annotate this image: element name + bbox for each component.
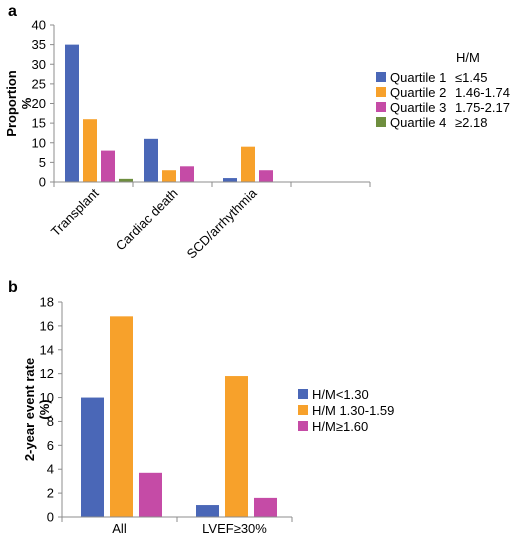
b-bar-s3-c2 (254, 497, 277, 517)
b-bar-s1-c1 (81, 397, 104, 517)
a-bar-s1-c1 (65, 44, 79, 182)
a-legend-label-3: Quartile 3 (390, 100, 446, 115)
chart-panel-b: b 0 2 4 6 8 10 12 14 16 18 All LVEF≥30% 2-year eve… (8, 279, 394, 536)
panel-b-legend: H/M<1.30H/M 1.30-1.59H/M≥1.60 (298, 387, 394, 434)
a-legend-range-4: ≥2.18 (455, 115, 487, 130)
b-bar-s2-c2 (225, 376, 248, 517)
panel-b-y-axis: 0 2 4 6 8 10 12 14 16 18 (40, 295, 63, 525)
a-legend-title: H/M (456, 50, 480, 65)
b-y-axis-title-line: 2-year event rate (22, 358, 37, 461)
a-y-tick-label: 20 (32, 96, 46, 111)
a-legend-label-2: Quartile 2 (390, 85, 446, 100)
panel-b-y-label: 2-year event rate(%) (22, 358, 52, 461)
a-x-tick-label: Transplant (48, 185, 102, 239)
b-bar-s1-c2 (196, 505, 219, 517)
panel-a-x-axis: Transplant Cardiac death SCD/arrhythmia (48, 181, 371, 262)
b-legend-swatch-2 (298, 405, 308, 415)
a-bar-s2-c2 (162, 170, 176, 182)
panel-a-y-axis: 0 5 10 15 20 25 30 35 40 (32, 18, 55, 190)
b-legend-swatch-3 (298, 421, 308, 431)
b-y-tick-label: 0 (47, 510, 54, 525)
panel-a-bars (65, 44, 273, 182)
a-y-tick-label: 25 (32, 76, 46, 91)
a-legend-range-3: 1.75-2.17 (455, 100, 510, 115)
panel-a-y-label: Proportion% (4, 70, 34, 136)
a-bar-s4-c1 (119, 178, 133, 182)
b-y-tick-label: 14 (40, 342, 54, 357)
b-x-tick-label: All (112, 521, 127, 536)
a-y-axis-title-line: Proportion (4, 70, 19, 136)
b-y-tick-label: 4 (47, 462, 54, 477)
b-y-axis-title: 2-year event rate(%) (22, 358, 52, 461)
panel-a-letter: a (8, 3, 17, 20)
b-bar-s3-c1 (139, 472, 162, 517)
a-bar-s1-c3 (223, 178, 237, 182)
a-y-axis-title-line: % (19, 97, 34, 109)
b-y-tick-label: 18 (40, 295, 54, 310)
a-bar-s1-c2 (144, 138, 158, 182)
a-bar-s3-c3 (259, 170, 273, 182)
a-legend-swatch-2 (376, 87, 386, 97)
b-y-tick-label: 8 (47, 414, 54, 429)
a-y-tick-label: 5 (39, 155, 46, 170)
b-legend-label-2: H/M 1.30-1.59 (312, 403, 394, 418)
b-legend-label-1: H/M<1.30 (312, 387, 369, 402)
a-legend-range-2: 1.46-1.74 (455, 85, 510, 100)
b-y-tick-label: 6 (47, 438, 54, 453)
a-y-tick-label: 30 (32, 57, 46, 72)
chart-panel-a: a 0 5 10 15 20 25 30 35 40 Transplant Cardiac dea… (4, 3, 510, 262)
b-x-tick-label: LVEF≥30% (202, 521, 267, 536)
a-y-tick-label: 15 (32, 116, 46, 131)
a-legend-swatch-4 (376, 117, 386, 127)
a-bar-s2-c1 (83, 119, 97, 182)
a-bar-s3-c2 (180, 166, 194, 182)
b-y-axis-title-line: (%) (37, 399, 52, 419)
a-bar-s3-c1 (101, 150, 115, 182)
a-legend-swatch-3 (376, 102, 386, 112)
a-y-axis-title: Proportion% (4, 70, 34, 136)
b-y-tick-label: 10 (40, 390, 54, 405)
a-legend-swatch-1 (376, 72, 386, 82)
a-x-tick-label: Cardiac death (113, 186, 181, 254)
a-y-tick-label: 10 (32, 135, 46, 150)
b-y-tick-label: 2 (47, 486, 54, 501)
panel-a-legend: H/M Quartile 1 ≤1.45 Quartile 2 1.46-1.74 Qua… (376, 50, 510, 130)
b-y-tick-label: 16 (40, 318, 54, 333)
a-legend-label-4: Quartile 4 (390, 115, 446, 130)
a-legend-label-1: Quartile 1 (390, 70, 446, 85)
panel-b-x-axis: All LVEF≥30% (61, 516, 293, 536)
a-bar-s2-c3 (241, 146, 255, 182)
panel-b-bars (81, 316, 277, 517)
b-legend-label-3: H/M≥1.60 (312, 419, 368, 434)
a-y-tick-label: 40 (32, 18, 46, 33)
b-y-tick-label: 12 (40, 366, 54, 381)
a-y-tick-label: 35 (32, 37, 46, 52)
b-bar-s2-c1 (110, 316, 133, 517)
a-y-tick-label: 0 (39, 175, 46, 190)
panel-b-letter: b (8, 279, 18, 296)
a-legend-range-1: ≤1.45 (455, 70, 487, 85)
b-legend-swatch-1 (298, 389, 308, 399)
a-x-tick-label: SCD/arrhythmia (184, 185, 261, 262)
